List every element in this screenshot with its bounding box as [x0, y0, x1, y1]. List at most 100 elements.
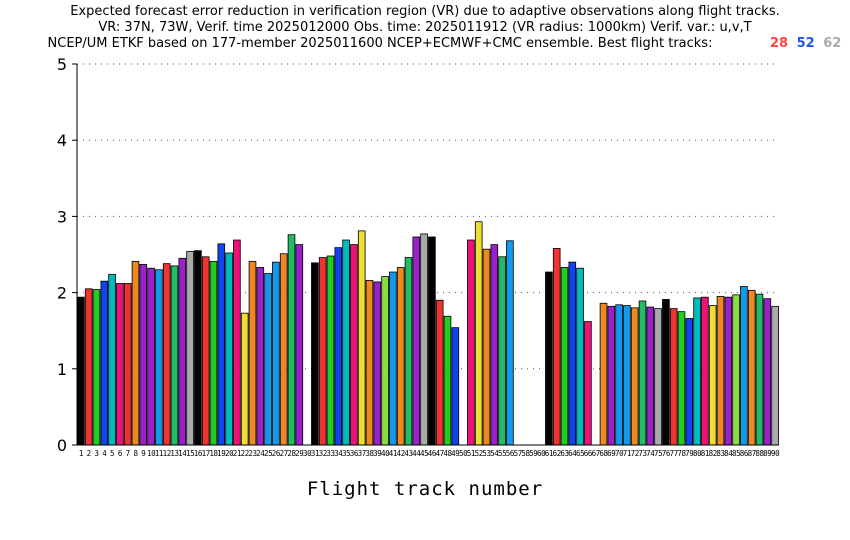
- x-tick-label-44: 44: [412, 449, 421, 458]
- x-tick-label-10: 10: [147, 449, 156, 458]
- x-tick-label-36: 36: [350, 449, 359, 458]
- bar-27: [279, 253, 288, 446]
- x-tick-label-89: 89: [763, 449, 771, 458]
- bar-73: [638, 300, 647, 446]
- x-tick-label-15: 15: [186, 449, 194, 458]
- bar-83: [716, 296, 725, 446]
- bar-65: [576, 267, 584, 446]
- bar-16: [194, 250, 202, 446]
- bar-17: [201, 256, 210, 446]
- bar-53: [482, 248, 491, 446]
- x-tick-label-76: 76: [662, 449, 671, 458]
- bar-12: [162, 263, 171, 446]
- x-tick-label-55: 55: [498, 449, 506, 458]
- x-tick-label-37: 37: [358, 449, 366, 458]
- bar-85: [732, 294, 740, 446]
- best-track-1: 28: [770, 36, 789, 51]
- x-tick-label-60: 60: [537, 449, 546, 458]
- x-tick-label-74: 74: [646, 449, 655, 458]
- x-tick-label-71: 71: [623, 449, 631, 458]
- x-tick-label-19: 19: [217, 449, 225, 458]
- x-tick-label-50: 50: [459, 449, 468, 458]
- best-tracks-legend: 28 52 62: [770, 36, 845, 51]
- bar-3: [92, 289, 101, 446]
- x-tick-label-40: 40: [381, 449, 390, 458]
- bar-23: [248, 260, 257, 446]
- x-tick-label-65: 65: [576, 449, 584, 458]
- x-tick-label-52: 52: [475, 449, 483, 458]
- x-tick-label-22: 22: [241, 449, 249, 458]
- bar-26: [272, 261, 280, 446]
- bar-22: [240, 312, 249, 446]
- x-tick-label-61: 61: [545, 449, 553, 458]
- x-tick-label-5: 5: [110, 449, 114, 458]
- bar-33: [326, 255, 335, 446]
- x-tick-label-33: 33: [326, 449, 334, 458]
- x-tick-label-77: 77: [670, 449, 678, 458]
- bar-32: [318, 257, 327, 446]
- bar-72: [630, 307, 639, 446]
- bar-56: [506, 240, 514, 446]
- bar-28: [287, 234, 296, 446]
- bar-5: [108, 273, 116, 446]
- bar-9: [139, 264, 148, 446]
- y-tick-label-5: 5: [57, 55, 67, 74]
- x-tick-label-39: 39: [373, 449, 381, 458]
- x-tick-label-81: 81: [701, 449, 709, 458]
- bar-46: [428, 236, 436, 446]
- x-tick-label-3: 3: [94, 449, 98, 458]
- x-tick-label-48: 48: [443, 449, 452, 458]
- bar-2: [84, 288, 93, 446]
- x-tick-label-56: 56: [506, 449, 515, 458]
- bar-25: [264, 273, 272, 446]
- bar-41: [389, 271, 397, 446]
- bar-31: [311, 262, 319, 446]
- x-tick-label-26: 26: [272, 449, 281, 458]
- bar-70: [615, 304, 623, 446]
- x-tick-label-24: 24: [256, 449, 265, 458]
- x-tick-label-45: 45: [420, 449, 428, 458]
- y-tick-label-2: 2: [57, 284, 67, 303]
- x-tick-label-84: 84: [724, 449, 733, 458]
- bar-81: [701, 296, 709, 446]
- bar-13: [170, 265, 179, 446]
- bar-37: [357, 230, 366, 446]
- y-tick-label-3: 3: [57, 207, 67, 226]
- x-tick-label-6: 6: [118, 449, 123, 458]
- x-tick-label-25: 25: [264, 449, 272, 458]
- x-tick-label-87: 87: [748, 449, 756, 458]
- x-tick-label-86: 86: [740, 449, 749, 458]
- x-tick-label-51: 51: [467, 449, 475, 458]
- x-axis-label: Flight track number: [306, 478, 544, 500]
- x-tick-label-70: 70: [615, 449, 624, 458]
- x-tick-label-54: 54: [490, 449, 499, 458]
- x-tick-label-8: 8: [133, 449, 138, 458]
- bar-69: [607, 305, 616, 446]
- bar-88: [755, 293, 764, 446]
- x-tick-label-12: 12: [163, 449, 171, 458]
- bar-10: [147, 267, 155, 446]
- x-tick-label-18: 18: [209, 449, 218, 458]
- bar-18: [209, 260, 218, 446]
- x-tick-label-67: 67: [592, 449, 600, 458]
- bar-76: [662, 299, 670, 446]
- title-line-3: NCEP/UM ETKF based on 177-member 2025011…: [47, 36, 713, 51]
- x-tick-label-23: 23: [248, 449, 256, 458]
- bar-38: [365, 280, 374, 446]
- bar-15: [186, 251, 194, 446]
- bar-86: [740, 286, 748, 446]
- title-line-2: VR: 37N, 73W, Verif. time 2025012000 Obs…: [98, 20, 752, 35]
- bar-1: [77, 296, 85, 446]
- x-tick-label-4: 4: [102, 449, 107, 458]
- x-tick-label-64: 64: [568, 449, 577, 458]
- bar-64: [568, 261, 577, 446]
- x-tick-label-34: 34: [334, 449, 343, 458]
- bar-8: [131, 260, 140, 446]
- x-tick-label-80: 80: [693, 449, 702, 458]
- bar-87: [747, 289, 756, 446]
- bar-54: [490, 244, 499, 446]
- bar-35: [342, 239, 350, 446]
- x-tick-label-21: 21: [233, 449, 241, 458]
- x-tick-label-59: 59: [529, 449, 537, 458]
